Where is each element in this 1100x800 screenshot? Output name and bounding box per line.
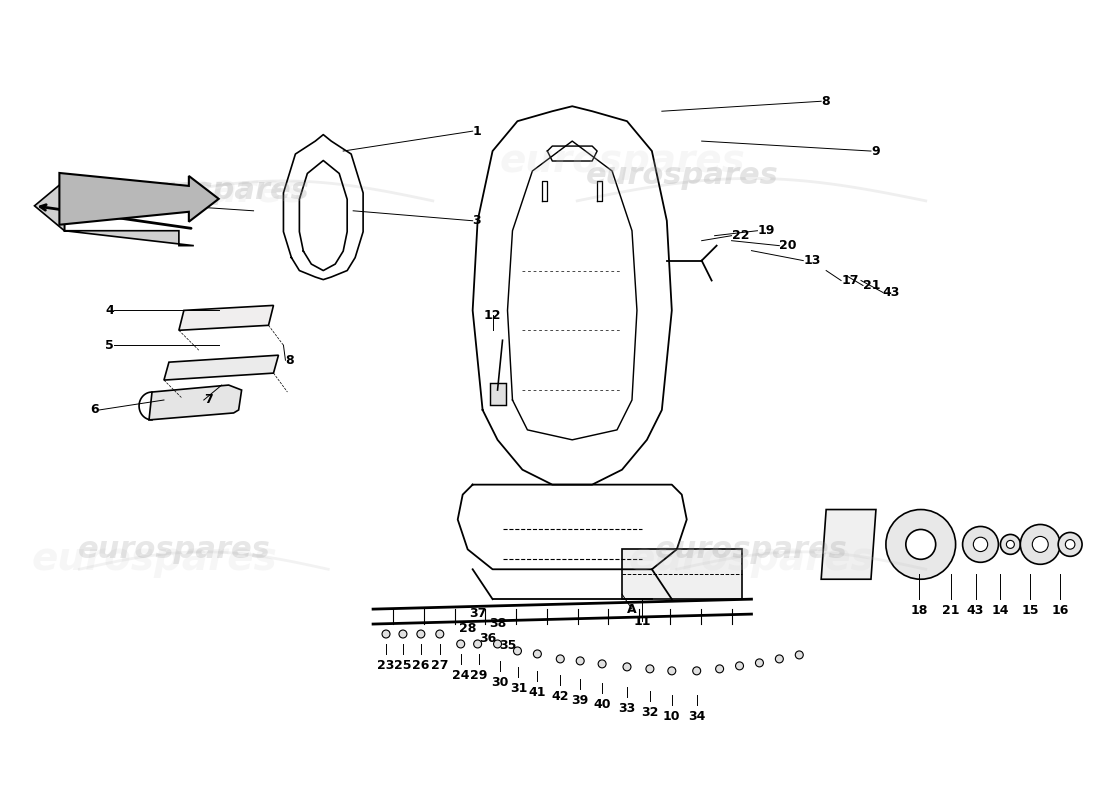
Text: A: A bbox=[627, 602, 637, 616]
Circle shape bbox=[534, 650, 541, 658]
Text: 5: 5 bbox=[106, 338, 114, 352]
Text: 34: 34 bbox=[688, 710, 705, 722]
Text: 27: 27 bbox=[431, 659, 449, 672]
Text: eurospares: eurospares bbox=[31, 540, 277, 578]
Text: 23: 23 bbox=[377, 659, 395, 672]
Text: 6: 6 bbox=[90, 403, 99, 417]
Circle shape bbox=[1006, 541, 1014, 548]
Circle shape bbox=[1058, 533, 1082, 556]
Circle shape bbox=[756, 659, 763, 667]
Text: 8: 8 bbox=[822, 94, 829, 108]
Circle shape bbox=[576, 657, 584, 665]
Circle shape bbox=[668, 667, 675, 675]
Text: 20: 20 bbox=[780, 239, 796, 252]
Text: 38: 38 bbox=[488, 617, 506, 630]
Text: 8: 8 bbox=[285, 354, 294, 366]
Circle shape bbox=[1021, 525, 1060, 564]
Text: 3: 3 bbox=[473, 214, 482, 227]
Text: eurospares: eurospares bbox=[585, 162, 778, 190]
Text: 33: 33 bbox=[618, 702, 636, 714]
Text: 43: 43 bbox=[883, 286, 900, 299]
Circle shape bbox=[962, 526, 999, 562]
Text: eurospares: eurospares bbox=[628, 540, 874, 578]
Text: 14: 14 bbox=[992, 604, 1009, 617]
Text: 40: 40 bbox=[593, 698, 611, 710]
Text: 2: 2 bbox=[96, 194, 104, 207]
Polygon shape bbox=[179, 306, 274, 330]
Circle shape bbox=[1065, 540, 1075, 549]
Circle shape bbox=[598, 660, 606, 668]
Circle shape bbox=[795, 651, 803, 659]
Text: 22: 22 bbox=[732, 229, 749, 242]
Circle shape bbox=[646, 665, 653, 673]
Text: 35: 35 bbox=[498, 639, 516, 652]
Polygon shape bbox=[34, 181, 65, 230]
Bar bbox=[621, 550, 741, 599]
Circle shape bbox=[557, 655, 564, 663]
Text: 4: 4 bbox=[106, 304, 114, 317]
Circle shape bbox=[456, 640, 464, 648]
Circle shape bbox=[776, 655, 783, 663]
Text: 16: 16 bbox=[1052, 604, 1069, 617]
Polygon shape bbox=[822, 510, 876, 579]
Text: 1: 1 bbox=[473, 125, 482, 138]
Text: 39: 39 bbox=[572, 694, 588, 706]
Circle shape bbox=[736, 662, 744, 670]
Text: 31: 31 bbox=[509, 682, 527, 695]
Text: 19: 19 bbox=[758, 224, 774, 238]
Circle shape bbox=[623, 663, 631, 671]
Circle shape bbox=[716, 665, 724, 673]
Text: 43: 43 bbox=[967, 604, 984, 617]
Circle shape bbox=[693, 667, 701, 675]
Text: 7: 7 bbox=[204, 394, 212, 406]
Circle shape bbox=[974, 538, 988, 551]
Text: 37: 37 bbox=[469, 607, 486, 620]
Text: 17: 17 bbox=[842, 274, 859, 287]
Text: 10: 10 bbox=[663, 710, 681, 722]
Text: 41: 41 bbox=[529, 686, 546, 698]
Text: 29: 29 bbox=[470, 669, 487, 682]
Text: 18: 18 bbox=[910, 604, 927, 617]
Text: 28: 28 bbox=[459, 622, 476, 635]
Circle shape bbox=[514, 647, 521, 655]
Polygon shape bbox=[65, 181, 194, 246]
Text: 9: 9 bbox=[871, 145, 880, 158]
Text: eurospares: eurospares bbox=[656, 535, 848, 564]
Polygon shape bbox=[164, 355, 278, 380]
Text: eurospares: eurospares bbox=[77, 535, 271, 564]
Circle shape bbox=[382, 630, 390, 638]
Circle shape bbox=[886, 510, 956, 579]
Text: 15: 15 bbox=[1022, 604, 1040, 617]
Bar bbox=[490, 383, 506, 405]
Text: 25: 25 bbox=[394, 659, 411, 672]
Polygon shape bbox=[148, 385, 242, 420]
Circle shape bbox=[417, 630, 425, 638]
Circle shape bbox=[399, 630, 407, 638]
Text: 36: 36 bbox=[478, 632, 496, 645]
Text: 11: 11 bbox=[634, 614, 651, 627]
Circle shape bbox=[1032, 537, 1048, 552]
Text: eurospares: eurospares bbox=[499, 142, 745, 180]
Circle shape bbox=[1000, 534, 1021, 554]
Text: 24: 24 bbox=[452, 669, 470, 682]
Text: 26: 26 bbox=[412, 659, 430, 672]
Text: 30: 30 bbox=[491, 676, 508, 689]
Text: eurospares: eurospares bbox=[60, 172, 307, 210]
Text: 13: 13 bbox=[803, 254, 821, 267]
Text: 42: 42 bbox=[551, 690, 569, 702]
Text: eurospares: eurospares bbox=[118, 176, 310, 206]
Text: 21: 21 bbox=[942, 604, 959, 617]
Polygon shape bbox=[59, 173, 219, 225]
Circle shape bbox=[436, 630, 443, 638]
Circle shape bbox=[474, 640, 482, 648]
Text: 21: 21 bbox=[864, 279, 880, 292]
Text: 12: 12 bbox=[484, 309, 502, 322]
Circle shape bbox=[905, 530, 936, 559]
Circle shape bbox=[494, 640, 502, 648]
Text: 32: 32 bbox=[641, 706, 659, 718]
